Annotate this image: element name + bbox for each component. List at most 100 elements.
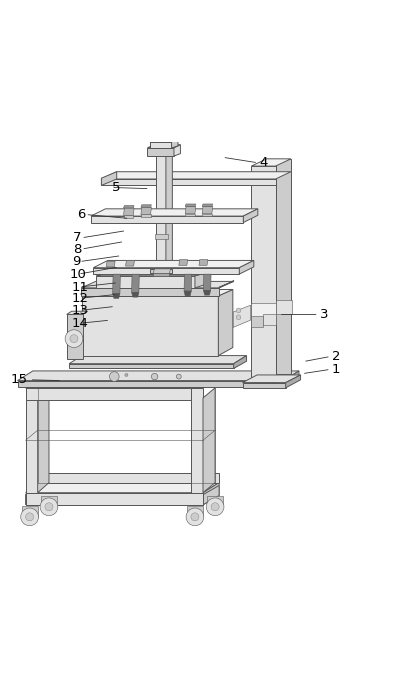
- Polygon shape: [26, 388, 38, 493]
- Polygon shape: [285, 375, 300, 388]
- Polygon shape: [26, 384, 202, 388]
- Polygon shape: [173, 145, 180, 156]
- Polygon shape: [232, 305, 250, 328]
- Polygon shape: [183, 291, 191, 296]
- Polygon shape: [239, 260, 253, 274]
- Polygon shape: [171, 139, 177, 148]
- Polygon shape: [26, 482, 219, 493]
- Bar: [41, 495, 57, 507]
- Polygon shape: [91, 209, 257, 216]
- Bar: [21, 506, 38, 517]
- Polygon shape: [250, 316, 263, 328]
- Polygon shape: [153, 269, 171, 273]
- Polygon shape: [263, 315, 276, 326]
- Polygon shape: [82, 289, 232, 296]
- Polygon shape: [275, 159, 290, 374]
- Polygon shape: [113, 274, 120, 293]
- Polygon shape: [131, 292, 139, 297]
- Polygon shape: [185, 204, 195, 206]
- Text: 1: 1: [331, 363, 340, 376]
- Text: 15: 15: [10, 373, 27, 386]
- Polygon shape: [147, 148, 173, 156]
- Text: 8: 8: [73, 243, 81, 256]
- Bar: [186, 506, 202, 517]
- Circle shape: [206, 498, 224, 516]
- Polygon shape: [149, 139, 177, 142]
- Circle shape: [45, 503, 53, 511]
- Polygon shape: [153, 273, 169, 275]
- Circle shape: [109, 372, 119, 381]
- Text: 4: 4: [259, 157, 267, 170]
- Circle shape: [176, 374, 181, 379]
- Polygon shape: [190, 384, 215, 388]
- Text: 10: 10: [70, 268, 87, 281]
- Polygon shape: [37, 378, 215, 384]
- Polygon shape: [96, 275, 194, 288]
- Polygon shape: [243, 209, 257, 223]
- Polygon shape: [250, 303, 276, 317]
- Polygon shape: [123, 208, 134, 215]
- Polygon shape: [26, 473, 42, 505]
- Polygon shape: [17, 381, 283, 387]
- Polygon shape: [69, 363, 233, 368]
- Polygon shape: [141, 205, 151, 207]
- Polygon shape: [203, 291, 210, 295]
- Polygon shape: [283, 371, 298, 387]
- Polygon shape: [149, 142, 171, 148]
- Polygon shape: [219, 280, 233, 288]
- Polygon shape: [203, 274, 211, 291]
- Polygon shape: [202, 206, 212, 214]
- Polygon shape: [190, 388, 202, 493]
- Polygon shape: [149, 269, 171, 273]
- Polygon shape: [141, 214, 150, 217]
- Polygon shape: [185, 214, 194, 216]
- Text: 5: 5: [112, 181, 120, 194]
- Polygon shape: [123, 215, 133, 218]
- Polygon shape: [113, 293, 119, 298]
- Polygon shape: [198, 260, 207, 265]
- Polygon shape: [131, 274, 139, 292]
- Polygon shape: [101, 179, 275, 185]
- Polygon shape: [125, 260, 134, 266]
- Polygon shape: [147, 145, 180, 148]
- Polygon shape: [38, 388, 49, 493]
- Polygon shape: [242, 375, 300, 383]
- Circle shape: [21, 508, 38, 526]
- Polygon shape: [26, 388, 190, 400]
- Polygon shape: [66, 315, 83, 359]
- Polygon shape: [202, 204, 212, 206]
- Polygon shape: [81, 288, 219, 296]
- Text: 12: 12: [72, 292, 89, 305]
- Polygon shape: [218, 289, 232, 356]
- Polygon shape: [66, 311, 87, 315]
- Polygon shape: [101, 172, 290, 179]
- Polygon shape: [96, 273, 206, 275]
- Polygon shape: [123, 205, 134, 208]
- Circle shape: [235, 315, 240, 319]
- Polygon shape: [178, 260, 187, 265]
- Polygon shape: [81, 282, 233, 288]
- Text: 11: 11: [72, 280, 89, 293]
- Polygon shape: [26, 384, 49, 388]
- Text: 14: 14: [72, 317, 89, 330]
- Text: 6: 6: [77, 208, 85, 221]
- Polygon shape: [194, 273, 206, 288]
- Polygon shape: [202, 388, 215, 493]
- Polygon shape: [69, 356, 246, 363]
- Polygon shape: [155, 234, 168, 238]
- Circle shape: [235, 308, 240, 313]
- Text: 7: 7: [73, 232, 81, 245]
- Polygon shape: [166, 149, 172, 271]
- Circle shape: [40, 498, 58, 516]
- Polygon shape: [202, 482, 219, 505]
- Polygon shape: [251, 166, 275, 382]
- Polygon shape: [202, 486, 219, 505]
- Circle shape: [65, 330, 83, 348]
- Circle shape: [190, 513, 198, 521]
- Polygon shape: [101, 172, 116, 185]
- Circle shape: [124, 373, 128, 376]
- Text: 3: 3: [319, 308, 328, 321]
- Polygon shape: [93, 260, 253, 268]
- Polygon shape: [91, 216, 243, 223]
- Circle shape: [151, 373, 158, 380]
